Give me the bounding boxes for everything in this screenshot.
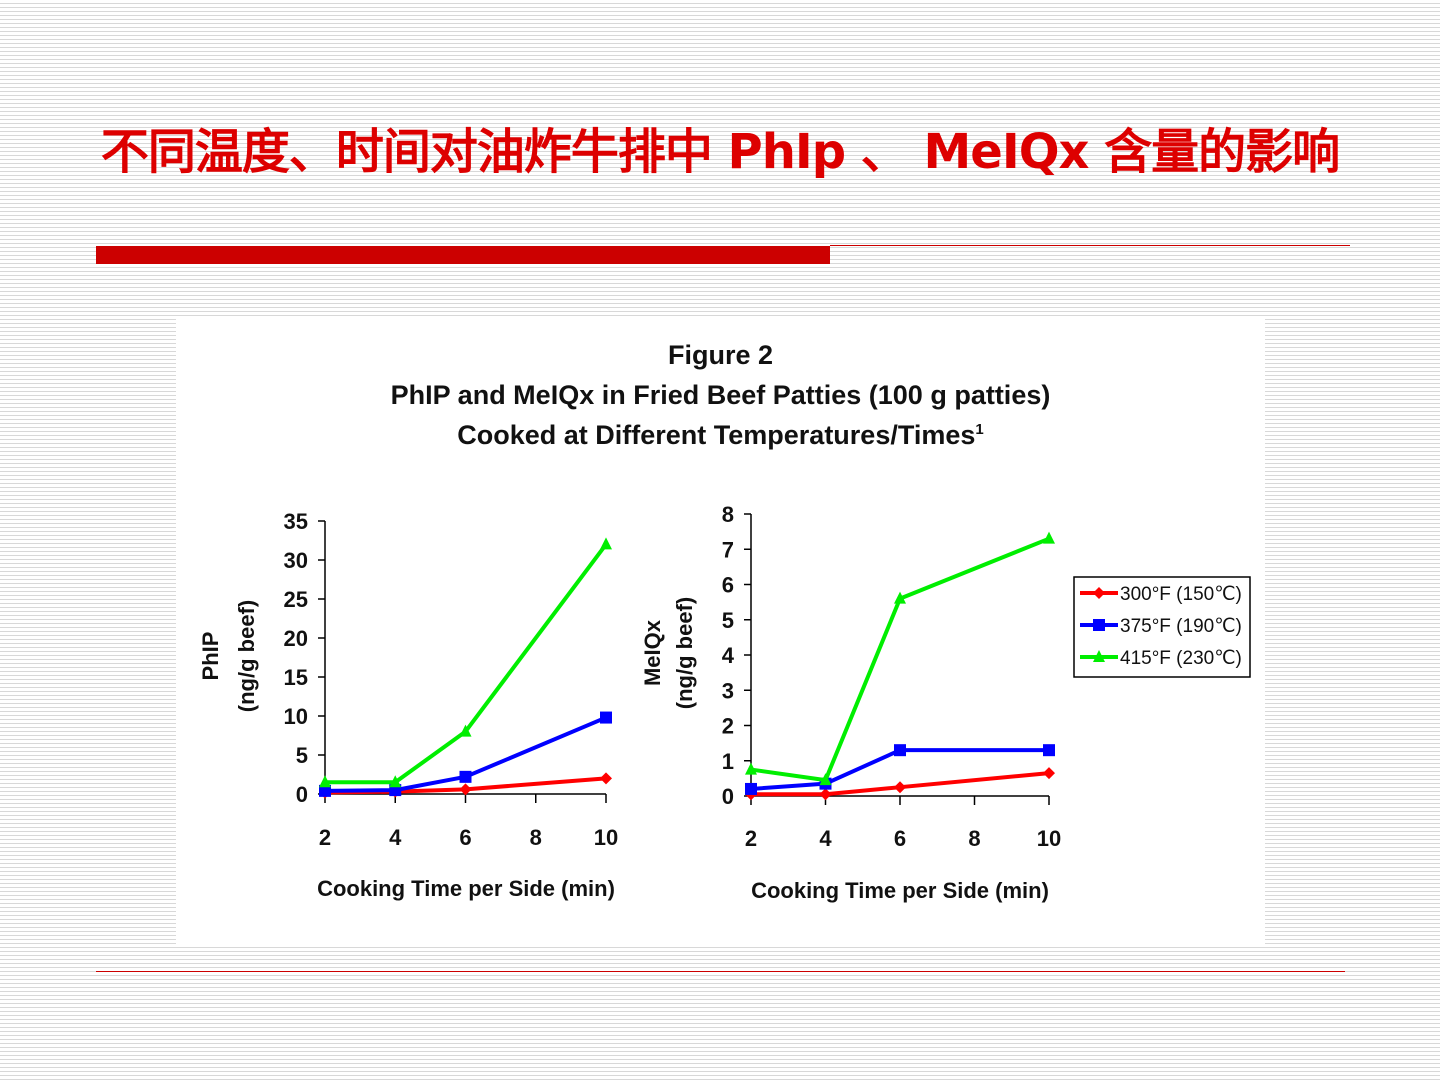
x-tick-label: 10 (594, 825, 618, 850)
series-line (324, 715, 607, 793)
footnote-mark: 1 (975, 421, 984, 438)
data-point (459, 770, 472, 783)
y-tick-label: 15 (284, 665, 308, 690)
figure-panel: Figure 2 PhIP and MeIQx in Fried Beef Pa… (176, 316, 1265, 944)
y-tick-label: 2 (722, 714, 734, 739)
data-point (319, 784, 331, 797)
y-axis-title: (ng/g beef) (672, 597, 697, 709)
legend-swatch-marker (1093, 587, 1105, 599)
x-axis-title: Cooking Time per Side (min) (751, 878, 1049, 903)
data-point (459, 783, 472, 796)
data-point (819, 773, 832, 786)
title-underline-thin (830, 245, 1350, 246)
y-tick-label: 4 (722, 643, 735, 668)
y-axis-title: MeIQx (640, 619, 665, 686)
series-line (751, 771, 1050, 797)
x-tick-label: 10 (1037, 826, 1061, 851)
legend: 300°F (150℃) 375°F (190℃) 415°F (230℃) (1073, 576, 1251, 678)
figure-subtitle-2-text: Cooked at Different Temperatures/Times (457, 420, 976, 450)
x-tick-label: 6 (894, 826, 906, 851)
y-tick-label: 10 (284, 704, 308, 729)
data-point (319, 775, 331, 788)
x-tick-label: 2 (319, 825, 331, 850)
y-tick-label: 30 (284, 548, 308, 573)
x-axis-title: Cooking Time per Side (min) (317, 876, 615, 901)
series-line (325, 543, 608, 785)
y-tick-label: 8 (722, 502, 734, 527)
bottom-rule (96, 971, 1345, 972)
data-point (1043, 744, 1055, 757)
data-point (459, 724, 472, 737)
y-tick-label: 0 (722, 784, 734, 809)
slide-title: 不同温度、时间对油炸牛排中 PhIp 、 MeIQx 含量的影响 (100, 124, 1340, 180)
y-tick-label: 25 (284, 587, 308, 612)
y-axis-title: (ng/g beef) (234, 600, 259, 712)
data-point (894, 781, 906, 794)
title-underline-thick (96, 246, 830, 264)
data-point (1043, 767, 1055, 780)
data-point (600, 711, 612, 724)
data-point (819, 788, 832, 801)
legend-label: 415°F (230℃) (1120, 648, 1242, 669)
legend-label: 375°F (190℃) (1120, 616, 1242, 637)
x-tick-label: 4 (389, 825, 402, 850)
y-tick-label: 5 (296, 743, 308, 768)
y-tick-label: 35 (284, 509, 308, 534)
series-line (750, 536, 1050, 783)
y-axis-title: PhIP (198, 632, 223, 681)
x-tick-label: 4 (819, 826, 832, 851)
legend-swatch-marker (1093, 650, 1105, 662)
y-tick-label: 7 (722, 537, 734, 562)
y-tick-label: 5 (722, 608, 734, 633)
y-tick-label: 3 (722, 678, 734, 703)
x-tick-label: 2 (745, 826, 757, 851)
y-tick-label: 1 (722, 749, 734, 774)
series-line (750, 748, 1049, 791)
legend-label: 300°F (150℃) (1120, 584, 1242, 605)
y-tick-label: 6 (722, 573, 734, 598)
y-tick-label: 20 (284, 626, 308, 651)
x-tick-label: 6 (459, 825, 471, 850)
chart-1: 0 5 10 15 20 25 30 35 2 4 6 8 10 Cooking Time per Sid… (198, 509, 618, 901)
x-tick-label: 8 (530, 825, 542, 850)
data-point (389, 775, 402, 788)
data-point (894, 744, 906, 757)
data-point (1043, 531, 1055, 544)
figure-subtitle: PhIP and MeIQx in Fried Beef Patties (10… (390, 380, 1051, 410)
x-tick-label: 8 (968, 826, 980, 851)
data-point (600, 772, 612, 785)
data-point (745, 782, 757, 795)
data-point (745, 762, 757, 775)
y-tick-label: 0 (296, 782, 308, 807)
chart-2: 0 1 2 3 4 5 6 7 8 2 4 6 8 10 Cooking Time per Side (mi… (640, 502, 1061, 903)
legend-swatch-marker (1093, 619, 1105, 631)
data-point (894, 591, 906, 604)
data-point (600, 537, 612, 550)
figure-subtitle-2: Cooked at Different Temperatures/Times1 (176, 420, 1265, 451)
figure-title: Figure 2 (667, 340, 774, 370)
